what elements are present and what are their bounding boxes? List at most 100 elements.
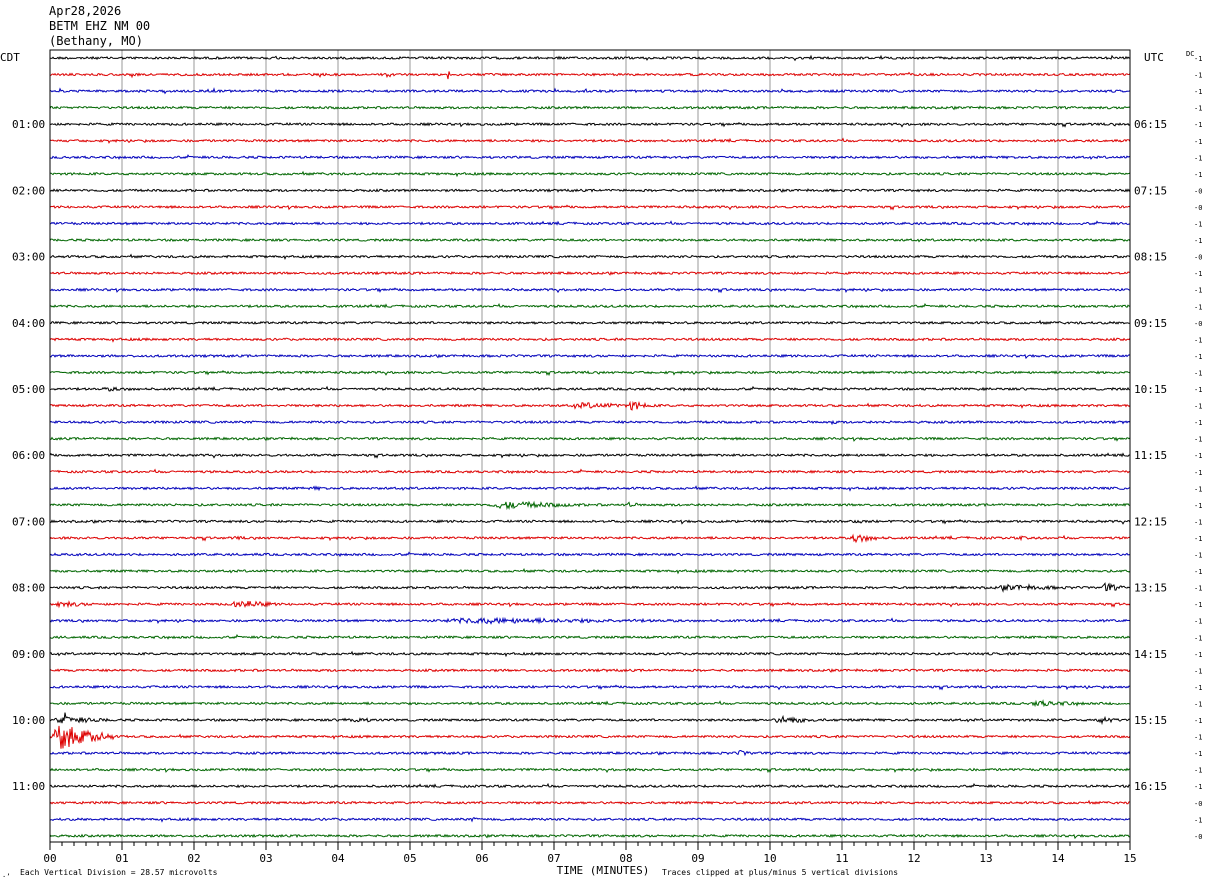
trace-line-13 <box>49 270 1131 276</box>
dc-offset-label: -0 <box>1194 800 1202 808</box>
dc-offset-label: -1 <box>1194 287 1202 295</box>
trace-line-36 <box>49 650 1131 658</box>
trace-line-47 <box>49 833 1131 840</box>
dc-offset-label: -1 <box>1194 369 1202 377</box>
dc-offset-label: -1 <box>1194 767 1202 775</box>
dc-offset-label: -1 <box>1194 634 1202 642</box>
x-tick-label: 05 <box>403 852 416 865</box>
trace-line-15 <box>49 303 1131 309</box>
time-labels: 00 01 02 03 04 05 06 07 08 09 10 11 12 13 14 15 TIME (MI… <box>0 50 1202 881</box>
left-time-label: 04:00 <box>12 317 45 330</box>
dc-offset-label: -1 <box>1194 353 1202 361</box>
x-tick-label: 04 <box>331 852 345 865</box>
x-tick-label: 02 <box>187 852 200 865</box>
right-time-label: 09:15 <box>1134 317 1167 330</box>
left-time-label: 09:00 <box>12 648 45 661</box>
dc-offset-label: -1 <box>1194 419 1202 427</box>
trace-line-26 <box>49 485 1131 492</box>
trace-line-1 <box>50 71 1131 80</box>
x-tick-label: 10 <box>763 852 776 865</box>
x-tick-label: 12 <box>907 852 920 865</box>
trace-line-10 <box>49 220 1131 227</box>
trace-line-19 <box>49 370 1131 377</box>
left-time-label: 06:00 <box>12 449 45 462</box>
trace-line-3 <box>49 105 1131 111</box>
dc-offset-label: -0 <box>1194 833 1202 841</box>
trace-line-14 <box>49 287 1131 294</box>
dc-offset-label: -1 <box>1194 816 1202 824</box>
dc-header-label: DC <box>1186 50 1194 58</box>
trace-line-16 <box>49 319 1131 326</box>
dc-offset-label: -1 <box>1194 88 1202 96</box>
corner-mark: ·’ <box>2 873 10 881</box>
trace-line-12 <box>49 253 1131 261</box>
dc-offset-label: -0 <box>1194 187 1202 195</box>
trace-line-28 <box>49 519 1131 525</box>
x-tick-label: 00 <box>43 852 56 865</box>
left-time-label: 08:00 <box>12 582 45 595</box>
trace-line-4 <box>49 121 1131 128</box>
trace-line-30 <box>49 551 1131 558</box>
dc-offset-label: -1 <box>1194 105 1202 113</box>
trace-line-23 <box>49 436 1131 442</box>
dc-offset-label: -1 <box>1194 154 1202 162</box>
right-time-label: 13:15 <box>1134 582 1167 595</box>
trace-line-9 <box>49 204 1131 211</box>
right-time-label: 06:15 <box>1134 118 1167 131</box>
station-location: (Bethany, MO) <box>49 34 143 48</box>
trace-line-34 <box>49 616 1131 625</box>
dc-offset-label: -1 <box>1194 502 1202 510</box>
trace-line-32 <box>49 582 1131 593</box>
trace-line-0 <box>50 54 1131 62</box>
left-time-label: 02:00 <box>12 184 45 197</box>
scale-note: Each Vertical Division = 28.57 microvolt… <box>20 868 218 877</box>
trace-line-27 <box>49 500 1131 511</box>
dc-offset-label: -1 <box>1194 700 1202 708</box>
trace-line-40 <box>49 712 1131 726</box>
dc-offset-label: -1 <box>1194 436 1202 444</box>
x-tick-label: 13 <box>979 852 992 865</box>
dc-offset-label: -1 <box>1194 518 1202 526</box>
dc-offset-label: -1 <box>1194 552 1202 560</box>
right-time-label: 10:15 <box>1134 383 1167 396</box>
x-tick-label: 11 <box>835 852 848 865</box>
dc-offset-label: -1 <box>1194 138 1202 146</box>
dc-offset-label: -1 <box>1194 535 1202 543</box>
trace-line-21 <box>49 400 1131 411</box>
dc-offset-label: -1 <box>1194 651 1202 659</box>
x-axis-ticks <box>49 842 1131 850</box>
trace-line-29 <box>49 533 1131 544</box>
left-time-label: 10:00 <box>12 714 45 727</box>
x-tick-label: 01 <box>115 852 128 865</box>
dc-offset-label: -1 <box>1194 750 1202 758</box>
trace-line-11 <box>49 237 1131 243</box>
clip-note: Traces clipped at plus/minus 5 vertical … <box>662 868 898 877</box>
dc-offset-label: -1 <box>1194 684 1202 692</box>
dc-offset-label: -1 <box>1194 386 1202 394</box>
trace-line-25 <box>50 468 1131 475</box>
trace-line-38 <box>49 684 1131 691</box>
dc-offset-label: -1 <box>1194 485 1202 493</box>
left-timezone-label: CDT <box>0 51 20 64</box>
trace-line-31 <box>49 568 1131 575</box>
trace-line-42 <box>49 749 1131 757</box>
minute-gridlines <box>121 50 1059 842</box>
dc-offset-label: -1 <box>1194 618 1202 626</box>
right-time-label: 14:15 <box>1134 648 1167 661</box>
trace-line-39 <box>49 699 1131 708</box>
trace-line-24 <box>49 452 1131 459</box>
dc-offset-label: -1 <box>1194 55 1202 63</box>
dc-offset-label: -1 <box>1194 72 1202 80</box>
left-time-label: 07:00 <box>12 515 45 528</box>
seismic-traces <box>49 54 1131 840</box>
plot-frame <box>49 49 1131 843</box>
x-tick-label: 14 <box>1051 852 1065 865</box>
trace-line-37 <box>49 668 1131 673</box>
dc-offset-label: -1 <box>1194 667 1202 675</box>
right-time-label: 16:15 <box>1134 780 1167 793</box>
x-tick-label: 08 <box>619 852 632 865</box>
dc-offset-label: -1 <box>1194 783 1202 791</box>
trace-line-18 <box>49 353 1131 360</box>
dc-offset-label: -1 <box>1194 568 1202 576</box>
trace-line-44 <box>49 782 1131 789</box>
